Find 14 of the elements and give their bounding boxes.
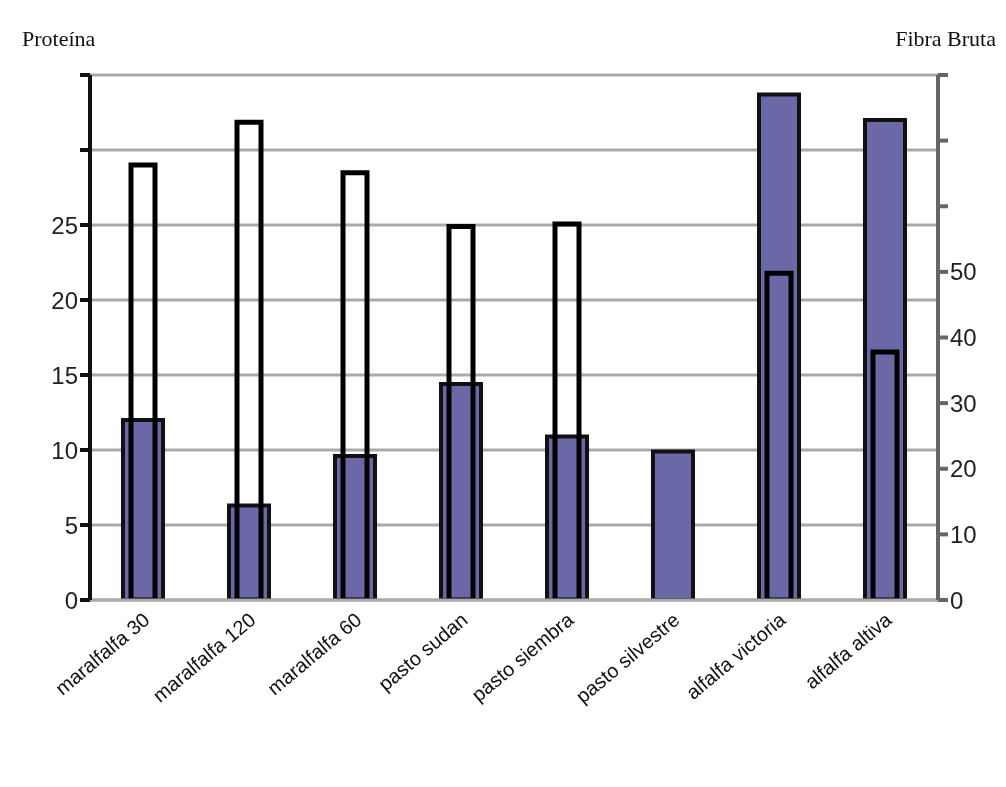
y-tick-label: 15 [51, 361, 78, 389]
y2-tick-label: 40 [950, 324, 977, 352]
y-tick-label: 20 [51, 286, 78, 314]
y2-tick-label: 50 [950, 258, 977, 286]
y-tick-label: 0 [64, 586, 78, 614]
y-axis-title: Proteína [22, 26, 96, 52]
y2-axis-title: Fibra Bruta [895, 26, 996, 52]
y2-tick-label: 0 [950, 586, 964, 614]
y2-tick-label: 30 [950, 389, 977, 417]
y-tick-label: 5 [64, 511, 78, 539]
y2-tick-label: 10 [950, 520, 977, 548]
y-tick-label: 10 [51, 436, 78, 464]
y2-tick-label: 20 [950, 455, 977, 483]
y-tick-label: 25 [51, 211, 78, 239]
